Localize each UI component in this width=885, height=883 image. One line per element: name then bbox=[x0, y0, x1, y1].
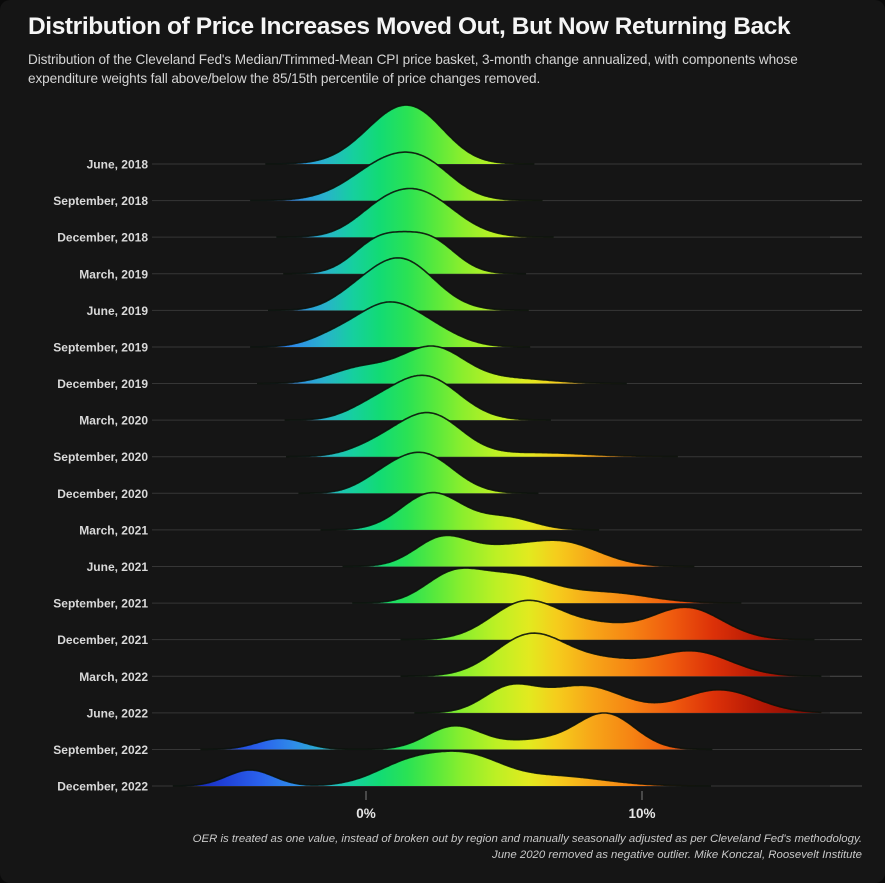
ridge-row: March, 2019 bbox=[79, 230, 862, 281]
row-label: September, 2019 bbox=[53, 340, 148, 354]
ridge-outline bbox=[250, 151, 543, 202]
row-label: September, 2018 bbox=[53, 194, 148, 208]
x-tick-label: 0% bbox=[356, 806, 376, 821]
row-label: December, 2018 bbox=[57, 231, 148, 245]
row-label: December, 2019 bbox=[57, 377, 148, 391]
row-label: March, 2020 bbox=[79, 414, 148, 428]
ridge-fill bbox=[400, 600, 815, 640]
ridge-row: September, 2018 bbox=[53, 151, 862, 208]
ridge-row: December, 2018 bbox=[57, 187, 862, 245]
ridge-row: March, 2022 bbox=[79, 632, 862, 684]
ridge-row: September, 2020 bbox=[53, 411, 862, 464]
chart-subtitle: Distribution of the Cleveland Fed's Medi… bbox=[28, 52, 798, 87]
row-label: March, 2021 bbox=[79, 523, 148, 537]
ridge-outline bbox=[298, 451, 539, 495]
ridge-outline bbox=[265, 104, 535, 165]
row-label: December, 2021 bbox=[57, 633, 148, 647]
ridge-fill bbox=[200, 713, 713, 750]
row-label: September, 2022 bbox=[53, 743, 148, 757]
ridge-row: December, 2020 bbox=[57, 451, 862, 501]
ridge-row: June, 2022 bbox=[87, 683, 862, 720]
ridge-outline bbox=[172, 750, 711, 787]
ridge-row: September, 2021 bbox=[53, 567, 862, 611]
ridge-fill bbox=[320, 492, 600, 530]
ridge-outline bbox=[400, 632, 822, 677]
ridge-outline bbox=[284, 374, 551, 421]
row-label: March, 2022 bbox=[79, 670, 148, 684]
ridge-fill bbox=[172, 751, 712, 786]
row-label: June, 2019 bbox=[87, 304, 149, 318]
ridge-fill bbox=[286, 412, 678, 457]
ridge-fill bbox=[352, 568, 742, 604]
x-tick-label: 10% bbox=[628, 806, 655, 821]
ridge-fill bbox=[298, 452, 539, 494]
ridge-fill bbox=[268, 257, 529, 311]
ridge-fill bbox=[250, 152, 543, 201]
row-label: March, 2019 bbox=[79, 267, 148, 281]
ridge-row: December, 2022 bbox=[57, 750, 862, 794]
ridge-outline bbox=[200, 712, 713, 751]
ridge-outline bbox=[276, 187, 554, 238]
ridge-row: June, 2018 bbox=[87, 104, 862, 172]
ridge-outline bbox=[250, 301, 531, 348]
row-label: September, 2021 bbox=[53, 597, 148, 611]
row-label: September, 2020 bbox=[53, 450, 148, 464]
ridge-row: September, 2022 bbox=[53, 712, 862, 757]
ridge-row: September, 2019 bbox=[53, 301, 862, 354]
ridge-outline bbox=[286, 411, 678, 458]
ridge-fill bbox=[257, 346, 627, 384]
ridge-outline bbox=[342, 534, 695, 568]
ridge-fill bbox=[265, 105, 535, 164]
ridge-fill bbox=[342, 535, 695, 567]
ridge-row: March, 2020 bbox=[79, 374, 862, 428]
ridge-outline bbox=[352, 567, 742, 604]
ridge-outline bbox=[400, 599, 815, 641]
row-label: December, 2020 bbox=[57, 487, 148, 501]
ridge-outline bbox=[320, 491, 600, 531]
row-label: June, 2022 bbox=[87, 706, 149, 720]
row-label: December, 2022 bbox=[57, 780, 148, 794]
ridge-row: June, 2019 bbox=[87, 257, 862, 318]
footnote-line-1: OER is treated as one value, instead of … bbox=[192, 833, 862, 845]
ridge-row: December, 2019 bbox=[57, 345, 862, 391]
ridge-row: December, 2021 bbox=[57, 599, 862, 647]
ridge-outline bbox=[268, 257, 529, 312]
chart-footnote: OER is treated as one value, instead of … bbox=[122, 831, 862, 863]
row-label: June, 2021 bbox=[87, 560, 149, 574]
ridge-row: June, 2021 bbox=[87, 534, 862, 574]
ridge-fill bbox=[283, 231, 527, 274]
ridge-outline bbox=[257, 345, 627, 385]
chart-title: Distribution of Price Increases Moved Ou… bbox=[28, 13, 791, 40]
ridge-row: March, 2021 bbox=[79, 491, 862, 537]
ridge-outline bbox=[414, 683, 822, 714]
row-label: June, 2018 bbox=[87, 158, 149, 172]
ridge-fill bbox=[414, 683, 822, 713]
footnote-line-2: June 2020 removed as negative outlier. M… bbox=[492, 849, 862, 861]
ridge-outline bbox=[283, 230, 527, 275]
